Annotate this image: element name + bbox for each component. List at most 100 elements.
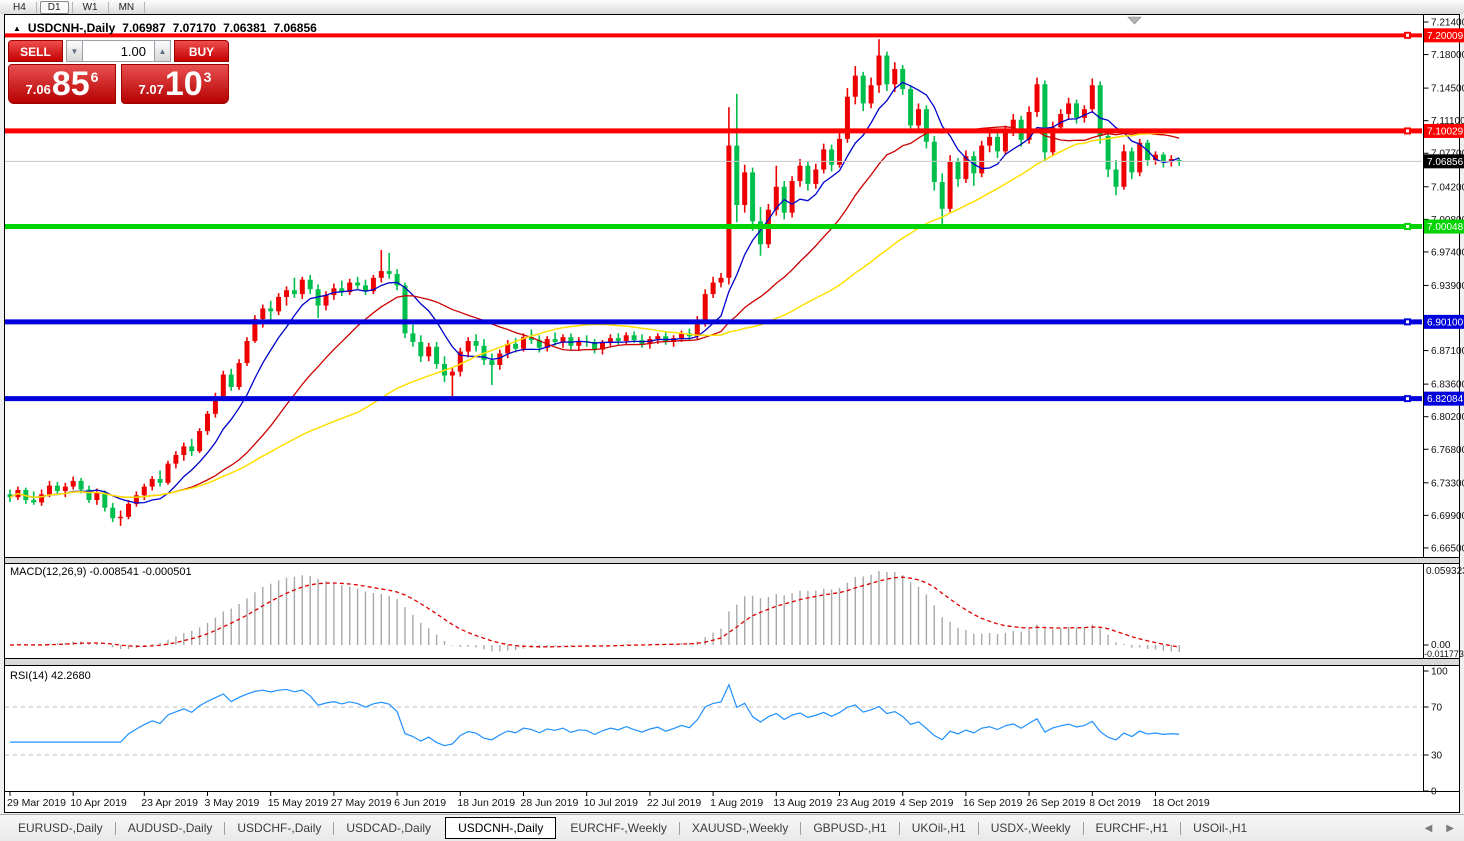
candlestick (805, 165, 811, 184)
price-badge-label: 6.90100 (1427, 317, 1464, 328)
timeframe-button-d1[interactable]: D1 (39, 0, 69, 14)
price-axis-label: 6.69900 (1431, 511, 1464, 522)
candlestick (165, 463, 171, 483)
timeframe-button-w1[interactable]: W1 (82, 1, 98, 13)
candlestick (110, 507, 116, 519)
candlestick (284, 290, 289, 297)
sell-price-box[interactable]: 7.06 85 6 (8, 64, 116, 104)
candlestick (276, 296, 282, 312)
volume-input[interactable] (83, 40, 154, 62)
chart-symbol-label: USDCNH-,Daily (27, 21, 116, 35)
date-label: 16 Sep 2019 (963, 797, 1023, 809)
timeframe-button-mn[interactable]: MN (118, 1, 135, 13)
candlestick (694, 323, 700, 337)
tab-eurchf-h1[interactable]: EURCHF-,H1 (1095, 821, 1169, 835)
candlestick (426, 346, 432, 357)
candlestick (1089, 85, 1095, 110)
candlestick (181, 446, 187, 456)
candlestick (607, 338, 613, 343)
candlestick (157, 478, 163, 483)
candlestick (418, 341, 424, 357)
candlestick (710, 282, 716, 295)
candlestick (378, 271, 384, 278)
candlestick (7, 494, 13, 498)
tabs-scroll-left-icon[interactable]: ◀ (1424, 822, 1433, 834)
level-drag-handle-center (1406, 397, 1409, 401)
candlestick (852, 75, 858, 97)
candlestick (868, 85, 874, 104)
candlestick (347, 282, 353, 293)
price-axis-label: 6.66500 (1431, 543, 1464, 554)
candlestick (102, 492, 108, 508)
tab-usdchf-daily[interactable]: USDCHF-,Daily (237, 821, 322, 835)
pane-splitter[interactable] (5, 658, 1459, 666)
candlestick (1010, 119, 1016, 131)
tab-audusd-daily[interactable]: AUDUSD-,Daily (127, 821, 213, 835)
timeframe-button-h4[interactable]: H4 (13, 1, 26, 13)
candlestick (31, 500, 37, 503)
date-label: 4 Sep 2019 (900, 797, 954, 809)
volume-increase-button[interactable]: ▲ (154, 40, 171, 62)
tab-usdcnh-daily[interactable]: USDCNH-,Daily (445, 817, 557, 839)
tab-xauusd-weekly[interactable]: XAUUSD-,Weekly (691, 821, 789, 835)
candlestick (1002, 130, 1008, 152)
candlestick (939, 181, 945, 209)
candlestick (473, 341, 479, 346)
candlestick (118, 516, 124, 519)
price-badge-label: 7.00048 (1427, 222, 1464, 233)
candlestick (505, 343, 511, 354)
price-axis-label: 6.73300 (1431, 478, 1464, 489)
level-drag-handle-center (1406, 225, 1409, 229)
candlestick (133, 495, 139, 504)
candlestick (363, 285, 368, 292)
candlestick (370, 277, 376, 292)
tab-separator (1180, 821, 1182, 835)
volume-decrease-button[interactable]: ▼ (66, 40, 83, 62)
tab-eurusd-daily[interactable]: EURUSD-,Daily (18, 821, 103, 835)
price-badge-label: 7.06856 (1427, 157, 1464, 168)
tab-usoil-h1[interactable]: USOil-,H1 (1193, 821, 1248, 835)
price-axis-label: 7.07700 (1431, 149, 1464, 160)
candlestick (931, 141, 937, 182)
date-label: 13 Aug 2019 (773, 797, 832, 809)
candlestick (1026, 112, 1032, 140)
collapse-triangle-icon[interactable]: ▲ (13, 23, 21, 33)
candlestick (291, 290, 297, 295)
toolbar-separator (35, 1, 37, 13)
macd-indicator-label: MACD(12,26,9) -0.008541 -0.000501 (10, 566, 192, 578)
toolbar-separator (71, 1, 73, 13)
candlestick (1160, 154, 1166, 162)
tab-ukoil-h1[interactable]: UKOil-,H1 (911, 821, 966, 835)
candlestick (528, 337, 534, 341)
date-label: 8 Oct 2019 (1089, 797, 1141, 809)
rsi-indicator-label: RSI(14) 42.2680 (10, 670, 91, 682)
tab-eurchf-weekly[interactable]: EURCHF-,Weekly (570, 821, 667, 835)
tab-usdx-weekly[interactable]: USDX-,Weekly (990, 821, 1071, 835)
candlestick (268, 308, 274, 312)
candlestick (600, 342, 605, 350)
chart-shift-marker-icon[interactable] (1127, 16, 1142, 25)
buy-price-box[interactable]: 7.07 10 3 (121, 64, 229, 104)
price-axis-label: 7.04200 (1431, 182, 1464, 193)
level-drag-handle-center (1406, 129, 1409, 133)
tab-separator (224, 821, 226, 835)
rsi-axis-label: 0 (1431, 787, 1437, 798)
tabs-scroll-right-icon[interactable]: ▶ (1446, 822, 1454, 834)
candlestick (837, 138, 842, 165)
tab-separator (1082, 821, 1084, 835)
tab-separator (800, 821, 802, 835)
buy-button[interactable]: BUY (174, 40, 229, 62)
tab-gbpusd-h1[interactable]: GBPUSD-,H1 (813, 821, 887, 835)
candlestick (679, 333, 684, 339)
candlestick (62, 486, 68, 491)
sell-button[interactable]: SELL (8, 40, 63, 62)
candlestick (655, 336, 661, 340)
price-axis-label: 6.97400 (1431, 247, 1464, 258)
tab-usdcad-daily[interactable]: USDCAD-,Daily (346, 821, 432, 835)
pane-splitter[interactable] (5, 557, 1459, 564)
rsi-line (10, 683, 1180, 747)
price-badge (1424, 123, 1464, 138)
ohlc-high: 7.07170 (172, 21, 217, 35)
candlestick (797, 165, 803, 182)
